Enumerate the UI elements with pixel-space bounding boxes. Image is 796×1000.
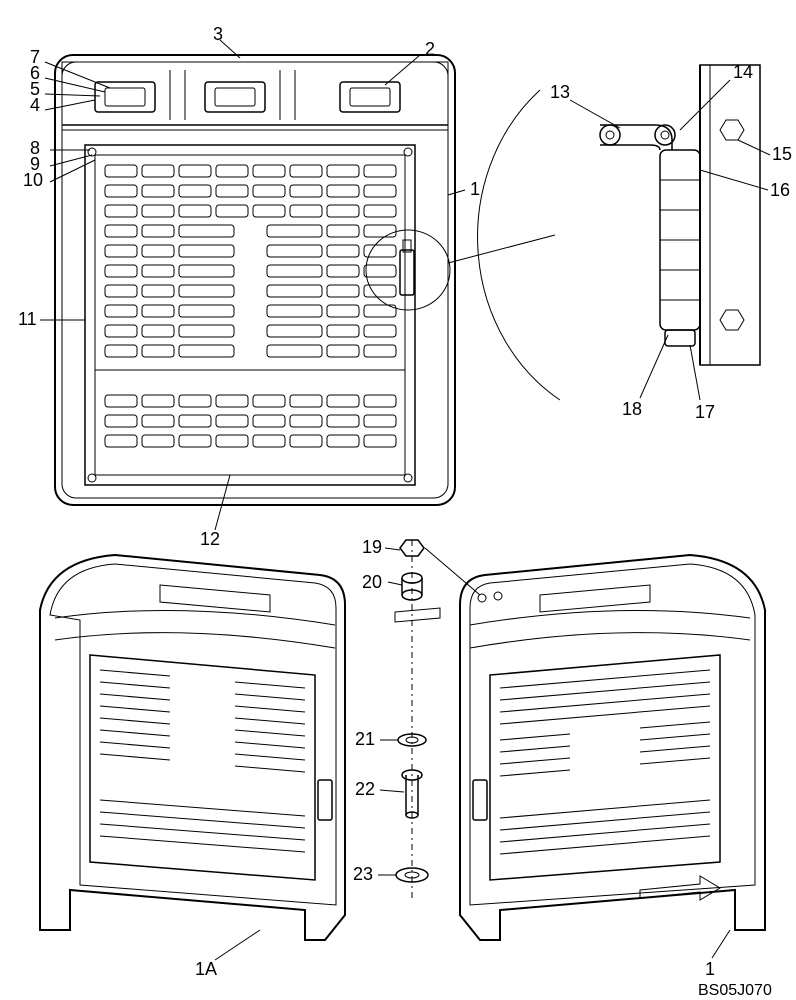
callout-17: 17 <box>695 402 715 422</box>
callout-23: 23 <box>353 864 373 884</box>
iso-door-right <box>460 555 765 940</box>
callout-1: 1 <box>470 179 480 199</box>
drawing-ref: BS05J070 <box>698 982 772 999</box>
callout-16: 16 <box>770 180 790 200</box>
callout-21: 21 <box>355 729 375 749</box>
callout-2: 2 <box>425 39 435 59</box>
callout-1-bottom: 1 <box>705 959 715 979</box>
callout-12: 12 <box>200 529 220 549</box>
callout-14: 14 <box>733 62 753 82</box>
callout-10: 10 <box>23 170 43 190</box>
callout-22: 22 <box>355 779 375 799</box>
front-view-door <box>55 55 455 505</box>
callout-15: 15 <box>772 144 792 164</box>
iso-door-left <box>40 555 345 940</box>
callout-18: 18 <box>622 399 642 419</box>
technical-drawing: 7 6 5 4 3 2 1 8 9 10 11 12 13 14 15 16 1… <box>0 0 796 1000</box>
callout-11: 11 <box>18 309 37 329</box>
fastener-stack <box>395 540 440 900</box>
callout-19: 19 <box>362 537 382 557</box>
callout-13: 13 <box>550 82 570 102</box>
callout-20: 20 <box>362 572 382 592</box>
detail-hinge <box>478 65 760 400</box>
callout-1A: 1A <box>195 959 217 979</box>
callout-4: 4 <box>30 95 40 115</box>
callout-3: 3 <box>213 24 223 44</box>
